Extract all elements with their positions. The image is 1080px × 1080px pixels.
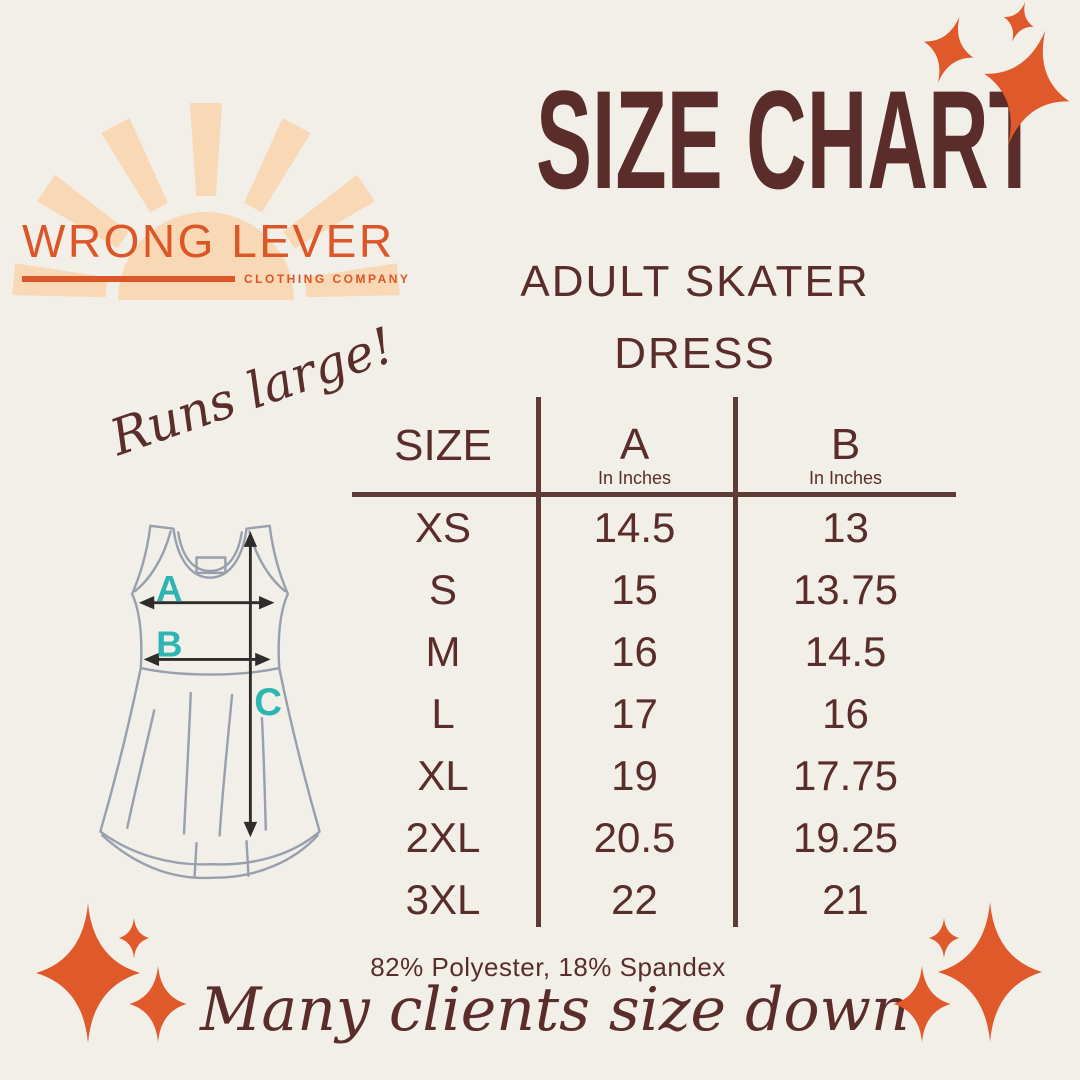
hem-panel-lines [193, 839, 250, 877]
brand-logo: WRONG LEVER CLOTHING COMPANY [10, 90, 410, 300]
neck-tag [195, 556, 227, 575]
cell-size: S [428, 566, 457, 613]
left-armhole-line [133, 530, 172, 593]
cell-a: 15 [611, 566, 658, 613]
sparkle-cluster-top-right-icon [923, 1, 1070, 145]
cell-a: 16 [611, 628, 658, 675]
cell-b: 14.5 [804, 628, 887, 675]
hem-lower-line [101, 834, 319, 880]
table-rule-vertical-2 [733, 397, 738, 927]
sparkle-cluster-bottom-right-icon [893, 902, 1042, 1043]
table-row: XS 14.5 13 [350, 497, 958, 559]
cell-b: 17.75 [792, 752, 899, 799]
right-armhole-line [248, 530, 287, 593]
cell-b: 13 [822, 504, 869, 551]
skirt-fold-4 [260, 716, 267, 831]
dress-diagram: A B C [99, 524, 321, 880]
cell-a: 22 [611, 876, 658, 923]
table-row: M 16 14.5 [350, 621, 958, 683]
cell-b: 16 [822, 690, 869, 737]
cell-size: L [431, 690, 455, 737]
cell-b: 21 [822, 876, 869, 923]
measure-label-a: A [156, 568, 182, 609]
sun-rays-icon [12, 103, 400, 300]
skirt-fold-3 [218, 693, 234, 837]
table-row: S 15 13.75 [350, 559, 958, 621]
brand-tagline: CLOTHING COMPANY [244, 272, 411, 286]
size-down-note: Many clients size down [200, 975, 910, 1045]
column-header-b: B In Inches [808, 420, 883, 489]
table-rule-vertical-1 [536, 397, 541, 927]
table-row: 2XL 20.5 19.25 [350, 807, 958, 869]
skirt-fold-2 [182, 691, 192, 835]
neckband-line [177, 531, 243, 573]
brand-name: WRONG LEVER [22, 215, 395, 267]
waist-seam [139, 666, 281, 676]
sparkle-cluster-bottom-left-icon [36, 903, 187, 1043]
skirt-fold-1 [126, 709, 156, 829]
cell-a: 17 [611, 690, 658, 737]
subtitle-line-2: DRESS [614, 329, 776, 378]
page-subtitle: ADULT SKATER DRESS [435, 246, 955, 390]
column-header-size: SIZE [394, 421, 492, 470]
fabric-note: 82% Polyester, 18% Spandex [370, 952, 726, 982]
dress-outline [99, 524, 321, 866]
cell-size: M [425, 628, 461, 675]
table-row: L 17 16 [350, 683, 958, 745]
table-header: SIZE A In Inches B In Inches [350, 397, 958, 492]
column-header-a: A In Inches [597, 420, 672, 489]
subtitle-line-1: ADULT SKATER [520, 257, 870, 306]
brand-tagline-row: CLOTHING COMPANY [22, 272, 410, 286]
cell-a: 19 [611, 752, 658, 799]
cell-a: 20.5 [593, 814, 676, 861]
table-row: 3XL 22 21 [350, 869, 958, 931]
logo-underline [22, 276, 235, 282]
page-title: SIZE CHART [536, 61, 1040, 218]
size-table: SIZE A In Inches B In Inches XS 14.5 13 … [350, 397, 958, 931]
cell-a: 14.5 [593, 504, 676, 551]
cell-size: 3XL [405, 876, 481, 923]
cell-b: 13.75 [792, 566, 899, 613]
measure-label-b: B [156, 624, 182, 665]
measure-label-c: C [254, 681, 282, 724]
table-rule-horizontal [352, 492, 956, 497]
cell-size: 2XL [405, 814, 481, 861]
table-body: XS 14.5 13 S 15 13.75 M 16 14.5 L 17 16 … [350, 497, 958, 931]
cell-size: XL [417, 752, 469, 799]
cell-size: XS [414, 504, 472, 551]
runs-large-note: Runs large! [103, 316, 401, 467]
cell-b: 19.25 [792, 814, 899, 861]
table-row: XL 19 17.75 [350, 745, 958, 807]
